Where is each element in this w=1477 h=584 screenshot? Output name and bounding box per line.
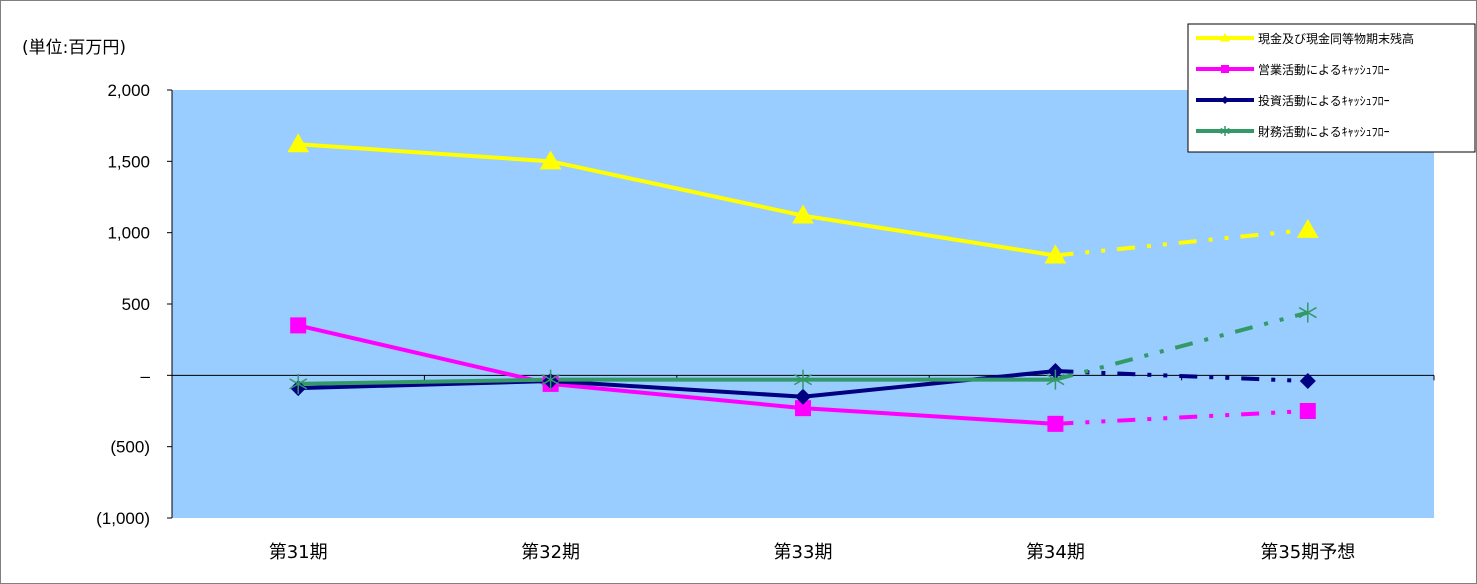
square-marker: [795, 400, 811, 417]
square-marker: [1299, 403, 1316, 419]
star-stroke: [1046, 373, 1065, 386]
diamond-marker: [1221, 96, 1229, 104]
series-line: [298, 369, 1056, 399]
star-marker: [793, 369, 813, 390]
legend-entry: 財務活動によるｷｬｯｼｭﾌﾛｰ: [1258, 124, 1390, 139]
series-line: [297, 323, 1056, 426]
series-forecast-line: [1055, 227, 1309, 258]
triangle-marker: [539, 150, 562, 170]
square-marker: [1047, 415, 1064, 432]
category-label: 第34期: [1026, 542, 1085, 563]
y-axis-ticks: 2,000 1,500 1,000 500 – (500) (1,000): [96, 81, 172, 528]
category-labels: 第31期 第32期 第33期 第34期 第35期予想: [269, 542, 1356, 563]
star-marker: [289, 373, 308, 394]
unit-label: (単位:百万円): [22, 38, 126, 58]
star-marker: [1298, 302, 1317, 323]
series-line: [298, 377, 1056, 386]
y-tick-label: 2,000: [107, 81, 150, 100]
legend-entry: 投資活動によるｷｬｯｼｭﾌﾛｰ: [1258, 93, 1390, 108]
legend-entry: 営業活動によるｷｬｯｼｭﾌﾛｰ: [1258, 63, 1390, 77]
star-marker: [1220, 126, 1230, 136]
y-tick-label: 1,500: [107, 152, 150, 171]
star-stroke: [289, 378, 308, 390]
y-tick-label: 1,000: [107, 224, 150, 243]
series-forecast-line: [1054, 310, 1309, 382]
square-marker: [1221, 65, 1229, 73]
diamond-marker: [795, 388, 811, 405]
star-stroke: [793, 373, 813, 386]
triangle-marker: [1296, 218, 1319, 238]
category-label: 第33期: [774, 542, 833, 563]
series-markers: [287, 133, 1319, 432]
diamond-marker: [1299, 373, 1316, 390]
series-forecast-line: [1055, 409, 1308, 426]
category-label: 第32期: [521, 542, 580, 563]
category-label: 第35期予想: [1260, 542, 1355, 563]
y-tick-label: (500): [110, 438, 150, 457]
triangle-marker: [1220, 32, 1230, 42]
series-forecast-line: [1055, 369, 1308, 384]
legend-entry: 現金及び現金同等物期末残高: [1258, 31, 1414, 46]
series-lines: [297, 142, 1309, 426]
triangle-marker: [1044, 244, 1067, 264]
y-tick-label: –: [141, 366, 151, 385]
star-stroke: [1220, 127, 1230, 135]
star-stroke: [1298, 306, 1317, 319]
triangle-marker: [287, 133, 310, 153]
y-tick-label: 500: [122, 295, 150, 314]
y-tick-label: (1,000): [96, 509, 150, 528]
category-label: 第31期: [269, 542, 328, 563]
triangle-marker: [792, 204, 814, 224]
series-line: [298, 142, 1056, 258]
legend-box: [1187, 23, 1476, 153]
square-marker: [290, 317, 307, 334]
star-marker: [541, 369, 560, 390]
star-stroke: [541, 373, 560, 386]
plot-area: [172, 90, 1434, 518]
star-marker: [1046, 369, 1065, 390]
